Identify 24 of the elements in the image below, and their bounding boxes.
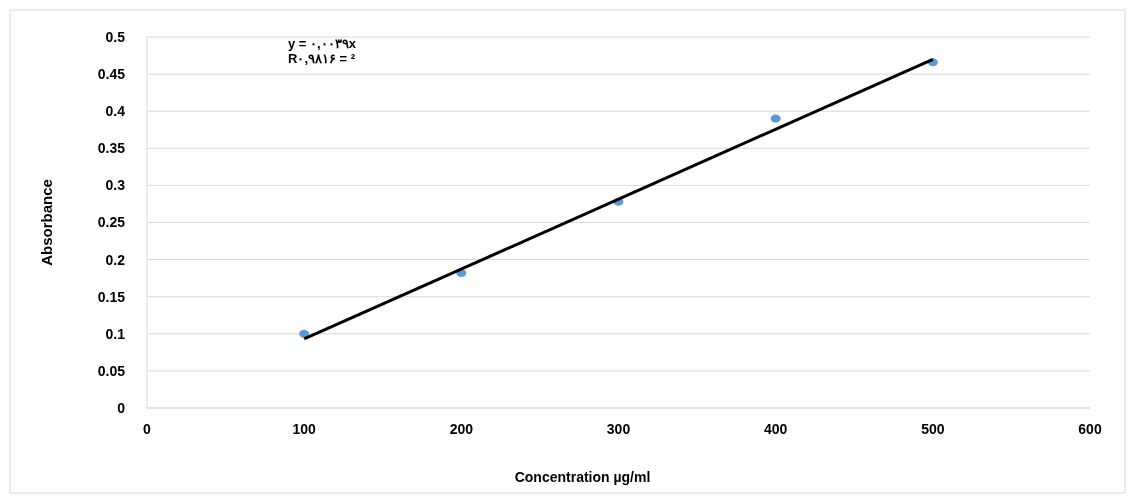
point bbox=[299, 329, 310, 338]
y-tick-label: 0.05 bbox=[97, 362, 126, 379]
x-tick-label: 100 bbox=[292, 421, 317, 437]
y-tick-label: 0.45 bbox=[97, 66, 126, 82]
y-tick-label: 0.35 bbox=[97, 140, 126, 157]
annotation: R۰,۹۸۱۶ = ² bbox=[288, 51, 356, 66]
y-axis-title: Absorbance bbox=[38, 179, 55, 266]
y-tick-label: 0.1 bbox=[105, 325, 126, 342]
x-tick-label: 300 bbox=[606, 421, 631, 437]
point bbox=[770, 114, 781, 123]
y-tick-label: 0.2 bbox=[105, 251, 126, 268]
y-tick-label: 0.3 bbox=[105, 177, 126, 194]
annotation: y = ۰,۰۰۳۹x bbox=[288, 36, 357, 51]
x-tick-label: 0 bbox=[143, 421, 152, 437]
x-tick-label: 200 bbox=[449, 421, 474, 437]
x-tick-label: 400 bbox=[763, 421, 788, 437]
x-tick-label: 600 bbox=[1078, 421, 1102, 437]
y-tick-label: 0.4 bbox=[105, 103, 126, 120]
y-tick-label: 0.25 bbox=[97, 214, 126, 231]
y-tick-label: 0 bbox=[117, 399, 126, 416]
y-tick-label: 0.5 bbox=[105, 28, 126, 45]
x-axis-title: Concentration µg/ml bbox=[514, 469, 651, 485]
y-tick-label: 0.15 bbox=[97, 288, 126, 305]
x-tick-label: 500 bbox=[921, 421, 945, 437]
